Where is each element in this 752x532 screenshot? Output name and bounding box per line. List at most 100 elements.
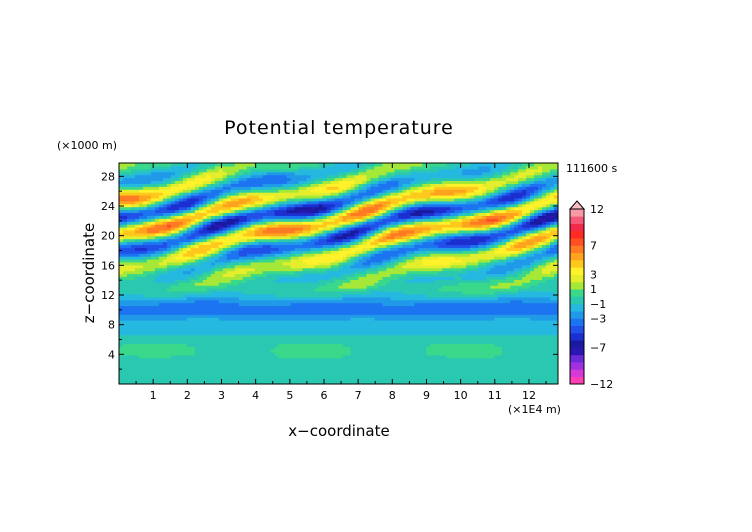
heatmap-cell xyxy=(398,325,403,330)
heatmap-cell xyxy=(330,258,336,263)
heatmap-cell xyxy=(126,264,132,269)
heatmap-cell xyxy=(298,290,304,295)
heatmap-cell xyxy=(206,311,212,315)
heatmap-cell xyxy=(322,372,328,376)
heatmap-cell xyxy=(554,320,558,324)
heatmap-cell xyxy=(314,346,320,350)
heatmap-cell xyxy=(186,279,192,283)
heatmap-cell xyxy=(406,325,411,330)
heatmap-cell xyxy=(290,256,296,260)
heatmap-cell xyxy=(130,334,136,339)
heatmap-cell xyxy=(322,334,328,339)
heatmap-cell xyxy=(322,375,328,379)
heatmap-cell xyxy=(266,270,272,275)
heatmap-cell xyxy=(542,261,547,266)
heatmap-cell xyxy=(482,349,487,353)
heatmap-cell xyxy=(442,258,447,263)
heatmap-cell xyxy=(546,381,551,384)
heatmap-cell xyxy=(338,270,344,275)
heatmap-cell xyxy=(150,346,156,350)
heatmap-cell xyxy=(502,264,507,269)
heatmap-cell xyxy=(438,311,443,315)
heatmap-cell xyxy=(538,305,543,309)
heatmap-cell xyxy=(350,366,356,371)
heatmap-cell xyxy=(370,317,376,321)
heatmap-cell xyxy=(478,325,483,330)
heatmap-cell xyxy=(154,320,160,324)
heatmap-cell xyxy=(119,334,124,339)
heatmap-cell xyxy=(438,270,443,275)
heatmap-cell xyxy=(214,288,220,292)
heatmap-cell xyxy=(466,354,471,359)
heatmap-cell xyxy=(498,279,503,283)
heatmap-cell xyxy=(418,322,423,327)
heatmap-cell xyxy=(542,337,547,341)
heatmap-cell xyxy=(226,372,232,376)
heatmap-cell xyxy=(530,311,535,315)
heatmap-cell xyxy=(190,372,196,376)
heatmap-cell xyxy=(494,375,499,379)
heatmap-cell xyxy=(306,311,312,315)
heatmap-cell xyxy=(406,363,411,368)
heatmap-cell xyxy=(322,322,328,327)
heatmap-cell xyxy=(458,258,463,263)
heatmap-cell xyxy=(474,261,479,266)
heatmap-cell xyxy=(122,378,128,382)
heatmap-cell xyxy=(358,340,364,344)
heatmap-cell xyxy=(234,357,240,362)
heatmap-cell xyxy=(390,366,395,371)
heatmap-cell xyxy=(170,261,176,266)
heatmap-cell xyxy=(442,290,447,295)
heatmap-cell xyxy=(206,375,212,379)
heatmap-cell xyxy=(386,320,391,324)
heatmap-cell xyxy=(234,352,240,356)
heatmap-cell xyxy=(238,293,244,298)
heatmap-cell xyxy=(226,322,232,327)
heatmap-cell xyxy=(418,276,423,280)
heatmap-cell xyxy=(438,322,443,327)
heatmap-cell xyxy=(406,320,411,324)
heatmap-cell xyxy=(290,276,296,280)
heatmap-cell xyxy=(546,334,551,339)
heatmap-cell xyxy=(234,369,240,373)
heatmap-cell xyxy=(550,261,555,266)
heatmap-cell xyxy=(398,299,403,304)
heatmap-cell xyxy=(150,337,156,341)
heatmap-cell xyxy=(538,276,543,280)
heatmap-cell xyxy=(186,270,192,275)
heatmap-cell xyxy=(406,366,411,371)
heatmap-cell xyxy=(466,311,471,315)
heatmap-cell xyxy=(542,357,547,362)
heatmap-cell xyxy=(382,314,387,318)
heatmap-cell xyxy=(382,311,387,315)
heatmap-cell xyxy=(226,282,232,286)
heatmap-cell xyxy=(342,366,348,371)
heatmap-cell xyxy=(494,276,499,280)
heatmap-cell xyxy=(526,273,531,278)
heatmap-cell xyxy=(126,261,132,266)
heatmap-cell xyxy=(270,331,276,336)
heatmap-cell xyxy=(242,308,248,312)
heatmap-cell xyxy=(462,337,467,341)
heatmap-cell xyxy=(346,349,352,353)
heatmap-cell xyxy=(250,253,256,257)
heatmap-cell xyxy=(430,360,435,365)
heatmap-cell xyxy=(154,357,160,362)
heatmap-cell xyxy=(158,369,164,373)
heatmap-cell xyxy=(446,285,451,289)
heatmap-cell xyxy=(482,331,487,336)
heatmap-cell xyxy=(338,308,344,312)
heatmap-cell xyxy=(526,314,531,318)
heatmap-cell xyxy=(370,264,376,269)
heatmap-cell xyxy=(474,317,479,321)
heatmap-cell xyxy=(406,357,411,362)
heatmap-cell xyxy=(490,346,495,350)
heatmap-cell xyxy=(250,331,256,336)
heatmap-cell xyxy=(202,288,208,292)
heatmap-cell xyxy=(222,293,228,298)
heatmap-cell xyxy=(414,288,419,292)
heatmap-cell xyxy=(526,322,531,327)
heatmap-cell xyxy=(222,328,228,333)
heatmap-cell xyxy=(350,334,356,339)
heatmap-cell xyxy=(462,308,467,312)
